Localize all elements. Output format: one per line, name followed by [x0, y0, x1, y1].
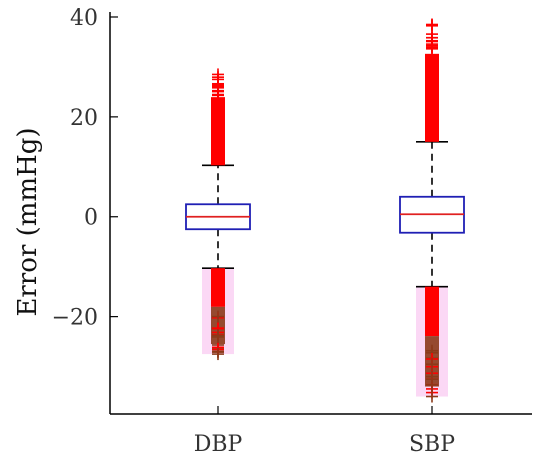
- y-tick-label: 20: [70, 106, 98, 131]
- y-tick-label: 0: [84, 206, 98, 231]
- y-tick-label: −20: [52, 306, 98, 331]
- x-axis-ticks: DBP SBP: [194, 406, 455, 457]
- y-axis-ticks: 40 20 0 −20: [52, 6, 118, 331]
- plot-area: [109, 12, 532, 415]
- lower-outlier-band: [425, 286, 439, 337]
- upper-outlier-band: [425, 53, 439, 142]
- y-axis-label: Error (mmHg): [13, 127, 43, 316]
- box-sbp: [399, 18, 465, 403]
- y-tick-label: 40: [70, 6, 98, 31]
- upper-outlier-band: [211, 97, 225, 166]
- x-tick-label: DBP: [194, 432, 243, 457]
- lower-outlier-band: [211, 268, 225, 307]
- box-dbp: [185, 68, 251, 361]
- x-tick-label: SBP: [409, 432, 455, 457]
